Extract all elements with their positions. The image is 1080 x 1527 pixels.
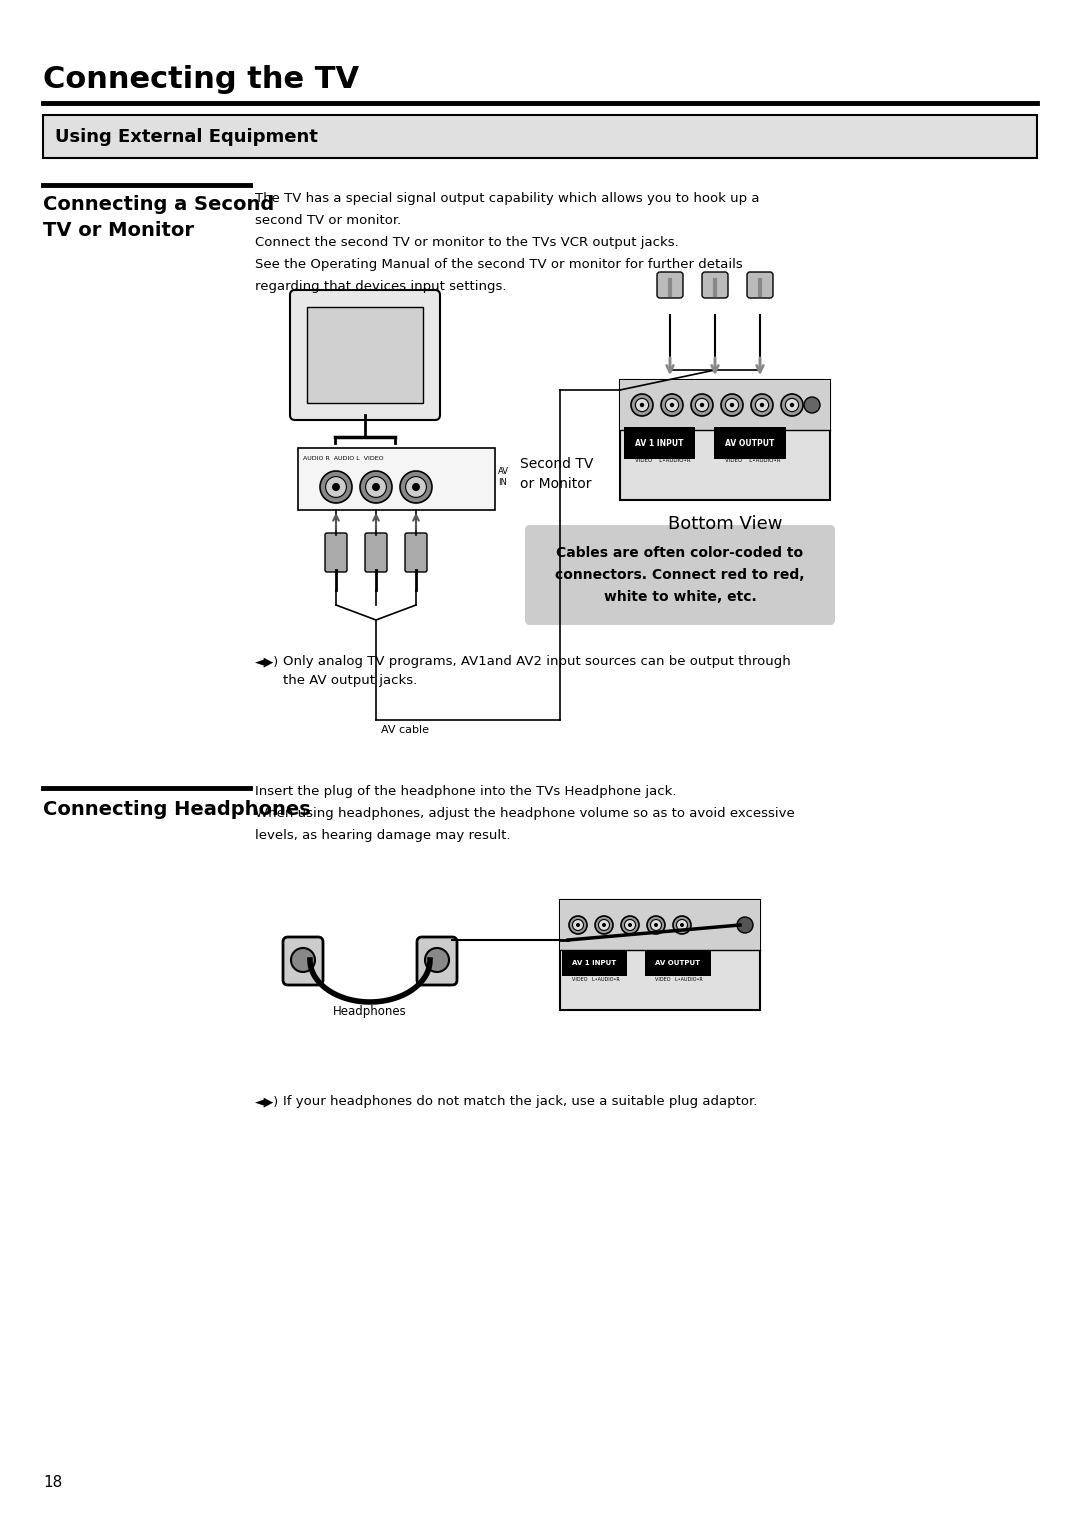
FancyBboxPatch shape <box>365 533 387 573</box>
Circle shape <box>676 919 688 930</box>
Circle shape <box>325 476 347 498</box>
Circle shape <box>726 399 739 412</box>
Circle shape <box>627 922 632 927</box>
FancyBboxPatch shape <box>525 525 835 625</box>
Text: Headphones: Headphones <box>333 1005 407 1019</box>
Text: ◄▶): ◄▶) <box>255 655 279 667</box>
Text: second TV or monitor.: second TV or monitor. <box>255 214 402 228</box>
Circle shape <box>639 403 644 408</box>
FancyBboxPatch shape <box>405 533 427 573</box>
Text: VIDEO    L•AUDIO•R: VIDEO L•AUDIO•R <box>635 458 690 463</box>
Text: The TV has a special signal output capability which allows you to hook up a: The TV has a special signal output capab… <box>255 192 759 205</box>
Circle shape <box>602 922 606 927</box>
Text: 18: 18 <box>43 1475 63 1490</box>
Text: VIDEO    L•AUDIO•R: VIDEO L•AUDIO•R <box>725 458 781 463</box>
Circle shape <box>751 394 773 415</box>
Circle shape <box>595 916 613 935</box>
Text: Connecting a Second
TV or Monitor: Connecting a Second TV or Monitor <box>43 195 274 240</box>
Circle shape <box>650 919 661 930</box>
Text: Only analog TV programs, AV1and AV2 input sources can be output through
the AV o: Only analog TV programs, AV1and AV2 inpu… <box>283 655 791 687</box>
Circle shape <box>785 399 798 412</box>
Circle shape <box>291 948 315 973</box>
Text: Insert the plug of the headphone into the TVs Headphone jack.: Insert the plug of the headphone into th… <box>255 785 676 799</box>
Text: VIDEO   L•AUDIO•R: VIDEO L•AUDIO•R <box>654 977 703 982</box>
Text: Bottom View: Bottom View <box>667 515 782 533</box>
Text: If your headphones do not match the jack, use a suitable plug adaptor.: If your headphones do not match the jack… <box>283 1095 757 1109</box>
Circle shape <box>411 483 420 492</box>
Circle shape <box>670 403 674 408</box>
Circle shape <box>406 476 427 498</box>
Circle shape <box>673 916 691 935</box>
Circle shape <box>789 403 794 408</box>
FancyBboxPatch shape <box>298 447 495 510</box>
Text: AV 1 INPUT: AV 1 INPUT <box>572 960 617 967</box>
Circle shape <box>572 919 583 930</box>
Circle shape <box>691 394 713 415</box>
Text: regarding that devices input settings.: regarding that devices input settings. <box>255 279 507 293</box>
FancyBboxPatch shape <box>307 307 423 403</box>
Circle shape <box>400 470 432 502</box>
FancyBboxPatch shape <box>417 938 457 985</box>
Circle shape <box>804 397 820 412</box>
Circle shape <box>569 916 588 935</box>
Text: levels, as hearing damage may result.: levels, as hearing damage may result. <box>255 829 511 841</box>
Circle shape <box>360 470 392 502</box>
Text: VIDEO   L•AUDIO•R: VIDEO L•AUDIO•R <box>572 977 620 982</box>
Circle shape <box>647 916 665 935</box>
Circle shape <box>654 922 658 927</box>
Text: Connecting the TV: Connecting the TV <box>43 66 360 95</box>
Circle shape <box>696 399 708 412</box>
Circle shape <box>680 922 684 927</box>
FancyBboxPatch shape <box>620 380 831 431</box>
Circle shape <box>730 403 734 408</box>
Circle shape <box>576 922 580 927</box>
Circle shape <box>598 919 609 930</box>
Text: AV OUTPUT: AV OUTPUT <box>725 438 774 447</box>
Circle shape <box>755 399 769 412</box>
Circle shape <box>624 919 635 930</box>
Text: AUDIO R  AUDIO L  VIDEO: AUDIO R AUDIO L VIDEO <box>303 457 383 461</box>
FancyBboxPatch shape <box>561 899 760 950</box>
FancyBboxPatch shape <box>657 272 683 298</box>
Text: AV OUTPUT: AV OUTPUT <box>654 960 700 967</box>
Text: Using External Equipment: Using External Equipment <box>55 127 318 145</box>
Circle shape <box>700 403 704 408</box>
FancyBboxPatch shape <box>702 272 728 298</box>
Circle shape <box>737 918 753 933</box>
Circle shape <box>661 394 683 415</box>
Text: Cables are often color-coded to
connectors. Connect red to red,
white to white, : Cables are often color-coded to connecto… <box>555 547 805 603</box>
FancyBboxPatch shape <box>561 899 760 1009</box>
FancyBboxPatch shape <box>283 938 323 985</box>
Text: ◄▶): ◄▶) <box>255 1095 279 1109</box>
Text: AV cable: AV cable <box>381 725 429 734</box>
Circle shape <box>366 476 387 498</box>
FancyBboxPatch shape <box>747 272 773 298</box>
Circle shape <box>631 394 653 415</box>
FancyBboxPatch shape <box>291 290 440 420</box>
Text: When using headphones, adjust the headphone volume so as to avoid excessive: When using headphones, adjust the headph… <box>255 806 795 820</box>
Text: AV 1 INPUT: AV 1 INPUT <box>635 438 684 447</box>
Text: Connecting Headphones: Connecting Headphones <box>43 800 311 818</box>
Circle shape <box>372 483 380 492</box>
FancyBboxPatch shape <box>620 380 831 499</box>
Circle shape <box>332 483 340 492</box>
Text: See the Operating Manual of the second TV or monitor for further details: See the Operating Manual of the second T… <box>255 258 743 270</box>
FancyBboxPatch shape <box>325 533 347 573</box>
Circle shape <box>721 394 743 415</box>
Text: AV
IN: AV IN <box>498 467 509 487</box>
Circle shape <box>781 394 804 415</box>
Circle shape <box>665 399 678 412</box>
Text: Second TV
or Monitor: Second TV or Monitor <box>519 457 593 490</box>
FancyBboxPatch shape <box>43 115 1037 157</box>
Circle shape <box>621 916 639 935</box>
Circle shape <box>635 399 649 412</box>
Circle shape <box>760 403 765 408</box>
Circle shape <box>426 948 449 973</box>
Circle shape <box>320 470 352 502</box>
Text: Connect the second TV or monitor to the TVs VCR output jacks.: Connect the second TV or monitor to the … <box>255 237 678 249</box>
